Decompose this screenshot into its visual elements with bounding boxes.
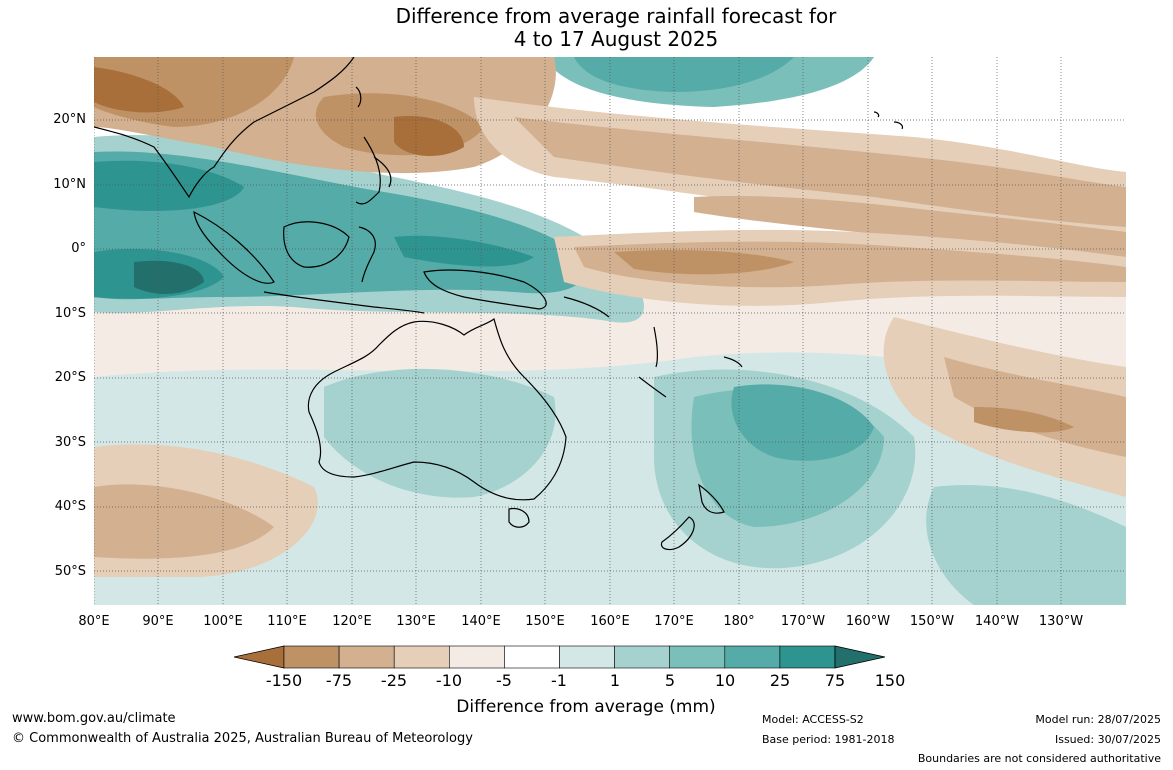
colorbar-tick: -150 xyxy=(265,671,303,690)
colorbar-swatch xyxy=(449,645,505,669)
colorbar-swatch xyxy=(779,645,836,669)
lon-label: 160°W xyxy=(845,614,891,629)
colorbar-low-arrow xyxy=(233,645,285,669)
footer-website: www.bom.gov.au/climate xyxy=(12,711,176,726)
map-canvas xyxy=(94,57,1126,605)
colorbar-tick: 150 xyxy=(874,671,906,690)
lat-label: 50°S xyxy=(54,564,86,579)
new-caledonia-coastline xyxy=(638,376,667,398)
colorbar-swatches xyxy=(233,645,886,669)
footer-issued: Issued: 30/07/2025 xyxy=(1054,733,1161,746)
lon-label: 180° xyxy=(723,614,755,629)
lat-label: 10°S xyxy=(54,306,86,321)
new-guinea-coastline xyxy=(423,269,547,310)
footer-copyright: © Commonwealth of Australia 2025, Austra… xyxy=(12,731,473,746)
colorbar-swatch xyxy=(669,645,726,669)
solomon-islands-coastline xyxy=(563,296,610,318)
colorbar-tick: -5 xyxy=(496,671,512,690)
graticule xyxy=(94,57,1126,605)
lat-label: 10°N xyxy=(53,177,86,192)
lon-label: 140°E xyxy=(461,614,501,629)
colorbar-tick: 1 xyxy=(609,671,621,690)
colorbar-label: Difference from average (mm) xyxy=(456,697,716,717)
borneo-coastline xyxy=(283,221,350,268)
colorbar-tick: -25 xyxy=(380,671,408,690)
vanuatu-coastline xyxy=(653,326,659,368)
lon-label: 110°E xyxy=(267,614,307,629)
colorbar-swatch xyxy=(504,645,560,669)
new-zealand-coastline xyxy=(660,483,725,551)
colorbar-swatch xyxy=(338,645,395,669)
sulawesi-coastline xyxy=(358,226,376,283)
colorbar-tick: 25 xyxy=(769,671,791,690)
colorbar-tick: -75 xyxy=(325,671,353,690)
java-coastline xyxy=(263,291,425,314)
lon-label: 170°E xyxy=(654,614,694,629)
lon-label: 130°E xyxy=(396,614,436,629)
lon-label: 100°E xyxy=(203,614,243,629)
colorbar-swatch xyxy=(724,645,781,669)
footer-disclaimer: Boundaries are not considered authoritat… xyxy=(917,752,1161,765)
map-title-line1: Difference from average rainfall forecas… xyxy=(395,4,837,28)
lat-label: 20°S xyxy=(54,370,86,385)
lon-label: 150°E xyxy=(525,614,565,629)
colorbar-swatch xyxy=(283,645,340,669)
footer-base-period: Base period: 1981-2018 xyxy=(762,733,895,746)
taiwan-coastline xyxy=(355,86,362,108)
lon-label: 130°W xyxy=(1038,614,1084,629)
lon-label: 140°W xyxy=(974,614,1020,629)
lat-label: 40°S xyxy=(54,499,86,514)
lon-label: 150°W xyxy=(909,614,955,629)
fiji-coastline xyxy=(723,356,743,368)
colorbar-tick: -10 xyxy=(435,671,463,690)
colorbar-swatch xyxy=(614,645,671,669)
footer-model-run: Model run: 28/07/2025 xyxy=(1035,713,1161,726)
asia-coastline xyxy=(94,57,355,199)
footer-model: Model: ACCESS-S2 xyxy=(762,713,864,726)
coastlines xyxy=(94,57,904,551)
lon-label: 120°E xyxy=(332,614,372,629)
lon-label: 90°E xyxy=(142,614,174,629)
map-title-line2: 4 to 17 August 2025 xyxy=(513,27,719,51)
colorbar-tick: -1 xyxy=(551,671,567,690)
rainfall-anomaly-map xyxy=(94,57,1126,605)
lon-label: 170°W xyxy=(780,614,826,629)
philippines-coastline xyxy=(355,136,392,205)
colorbar xyxy=(233,645,886,669)
sumatra-coastline xyxy=(193,210,275,284)
colorbar-tick: 5 xyxy=(664,671,676,690)
colorbar-swatch xyxy=(559,645,615,669)
lon-label: 160°E xyxy=(590,614,630,629)
hawaii-coastline xyxy=(873,111,904,130)
australia-coastline xyxy=(307,317,567,501)
colorbar-swatch xyxy=(393,645,450,669)
colorbar-tick: 10 xyxy=(714,671,736,690)
lat-label: 20°N xyxy=(53,112,86,127)
lon-label: 80°E xyxy=(78,614,110,629)
colorbar-high-arrow xyxy=(834,645,886,669)
colorbar-tick: 75 xyxy=(824,671,846,690)
tasmania-coastline xyxy=(508,507,530,528)
lat-label: 30°S xyxy=(54,435,86,450)
lat-label: 0° xyxy=(71,241,86,256)
